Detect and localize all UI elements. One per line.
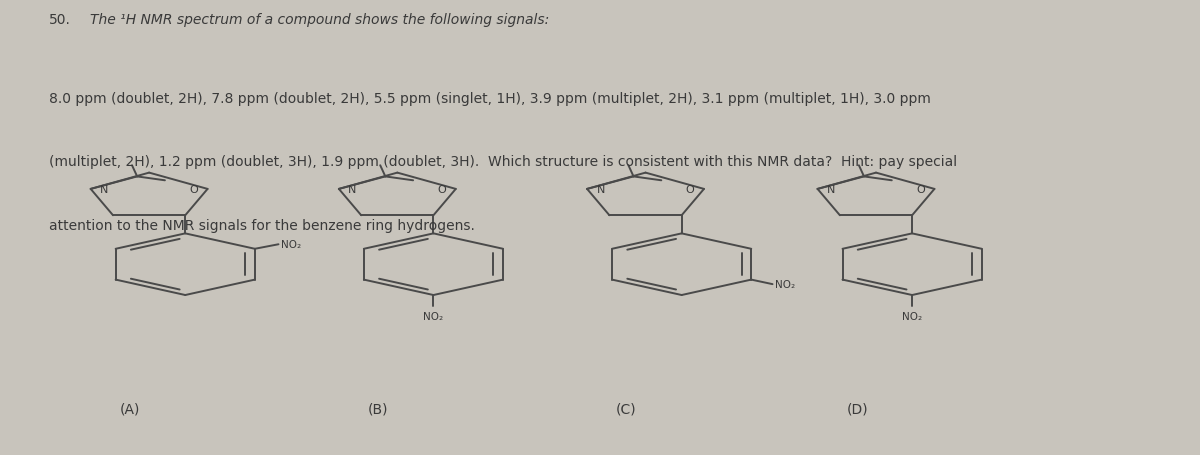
Text: N: N: [596, 184, 605, 194]
Text: NO₂: NO₂: [281, 240, 301, 250]
Text: N: N: [827, 184, 835, 194]
Text: The ¹H NMR spectrum of a compound shows the following signals:: The ¹H NMR spectrum of a compound shows …: [90, 13, 550, 27]
Text: (A): (A): [120, 401, 140, 415]
Text: 50.: 50.: [49, 13, 71, 27]
Text: O: O: [438, 184, 446, 194]
Text: O: O: [917, 184, 925, 194]
Text: NO₂: NO₂: [902, 311, 922, 321]
Text: (B): (B): [367, 401, 389, 415]
Text: O: O: [685, 184, 695, 194]
Text: 8.0 ppm (doublet, 2H), 7.8 ppm (doublet, 2H), 5.5 ppm (singlet, 1H), 3.9 ppm (mu: 8.0 ppm (doublet, 2H), 7.8 ppm (doublet,…: [49, 92, 930, 106]
Text: NO₂: NO₂: [775, 279, 796, 289]
Text: (C): (C): [616, 401, 637, 415]
Text: O: O: [190, 184, 198, 194]
Text: (multiplet, 2H), 1.2 ppm (doublet, 3H), 1.9 ppm (doublet, 3H).  Which structure : (multiplet, 2H), 1.2 ppm (doublet, 3H), …: [49, 155, 956, 169]
Text: N: N: [348, 184, 356, 194]
Text: attention to the NMR signals for the benzene ring hydrogens.: attention to the NMR signals for the ben…: [49, 218, 474, 233]
Text: NO₂: NO₂: [424, 311, 444, 321]
Text: (D): (D): [846, 401, 868, 415]
Text: N: N: [100, 184, 108, 194]
